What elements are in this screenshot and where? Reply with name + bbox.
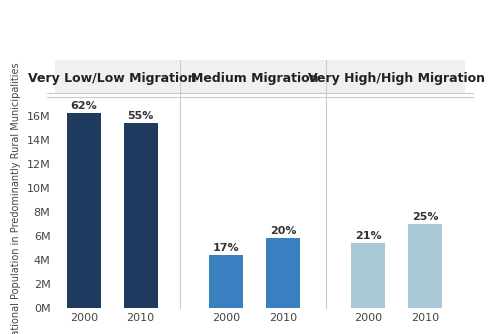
Y-axis label: National Population in Predominantly Rural Municipalities: National Population in Predominantly Rur… — [11, 62, 21, 334]
Text: 55%: 55% — [128, 111, 154, 121]
Bar — [266, 238, 300, 308]
Text: 20%: 20% — [270, 226, 296, 236]
Bar — [209, 255, 243, 308]
Text: 25%: 25% — [412, 212, 438, 222]
Bar — [408, 224, 442, 308]
Bar — [66, 113, 101, 308]
Text: 17%: 17% — [212, 243, 240, 253]
Text: Medium Migration: Medium Migration — [190, 72, 318, 85]
Text: 21%: 21% — [355, 231, 382, 241]
Bar — [351, 243, 386, 308]
Bar — [56, 59, 465, 93]
Bar — [124, 123, 158, 308]
Text: 62%: 62% — [70, 101, 97, 111]
Text: Very High/High Migration: Very High/High Migration — [308, 72, 485, 85]
Text: Very Low/Low Migration: Very Low/Low Migration — [28, 72, 196, 85]
